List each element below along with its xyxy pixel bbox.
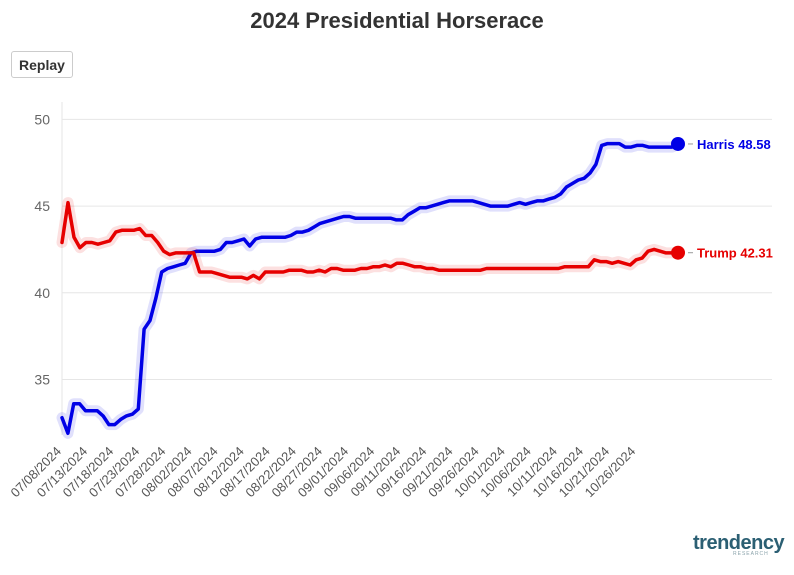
chart-title: 2024 Presidential Horserace xyxy=(250,8,544,33)
replay-button[interactable]: Replay xyxy=(11,51,73,78)
y-tick-label: 50 xyxy=(34,111,50,127)
y-tick-label: 40 xyxy=(34,285,50,301)
logo-subtext: RESEARCH xyxy=(733,551,769,557)
y-axis: 35 40 45 50 xyxy=(34,111,50,387)
end-point-trump xyxy=(671,245,685,260)
end-label-trump: Trump 42.31 xyxy=(697,246,773,261)
series-line-harris xyxy=(60,141,680,436)
end-labels: Harris 48.58 Trump 42.31 xyxy=(671,136,773,261)
logo-text: trendency xyxy=(693,532,785,554)
series-line-trump xyxy=(60,200,680,281)
y-tick-label: 35 xyxy=(34,372,50,388)
end-label-harris: Harris 48.58 xyxy=(697,137,771,152)
series-glow-harris xyxy=(56,138,684,439)
trendency-logo: trendency RESEARCH xyxy=(693,532,785,559)
y-tick-label: 45 xyxy=(34,198,50,214)
x-axis: 07/08/202407/13/202407/18/202407/23/2024… xyxy=(7,444,638,501)
series-group xyxy=(56,138,684,439)
grid-lines xyxy=(61,102,772,435)
end-point-harris xyxy=(671,136,685,151)
